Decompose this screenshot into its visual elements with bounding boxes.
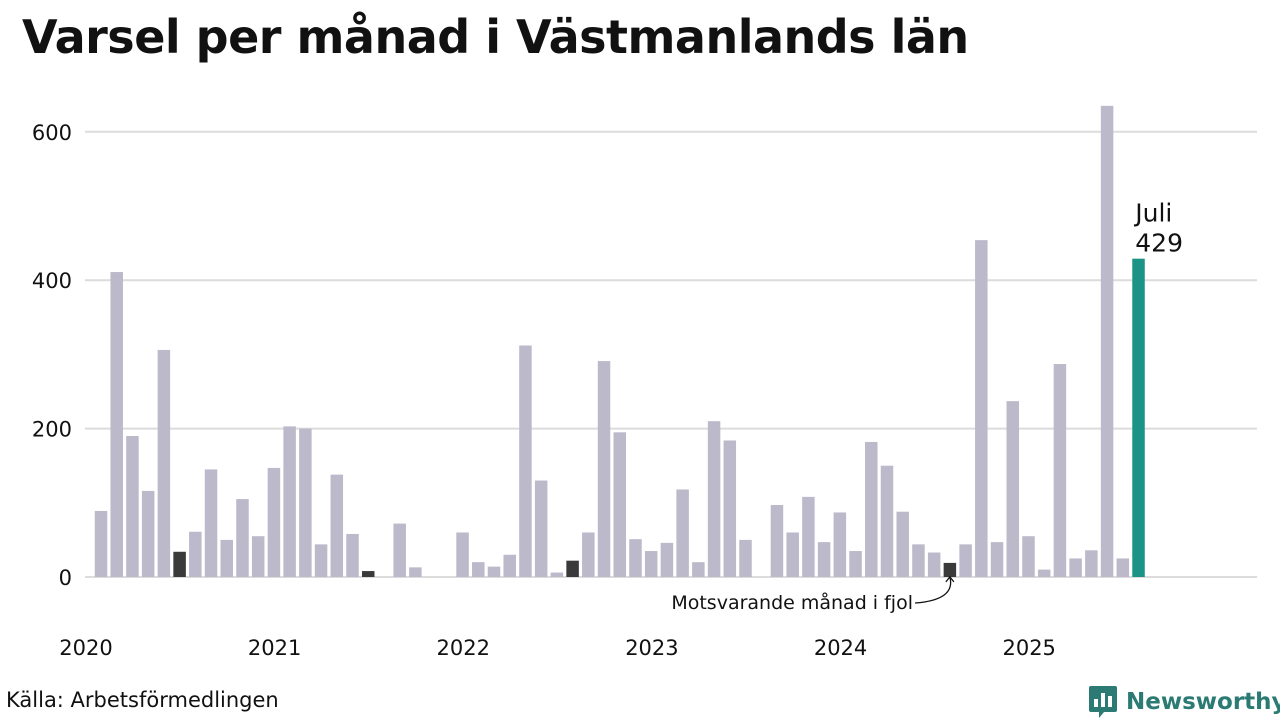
bar <box>1022 536 1035 577</box>
bar <box>692 562 705 577</box>
source-note: Källa: Arbetsförmedlingen <box>6 688 279 712</box>
bar <box>1006 401 1020 577</box>
annotation: Motsvarande månad i fjol <box>671 575 955 614</box>
brand-logo: Newsworthy <box>1088 684 1280 720</box>
bar <box>566 560 579 577</box>
bar <box>1085 550 1098 577</box>
bar <box>943 562 957 577</box>
bar <box>833 512 847 577</box>
value-callout: Juli 429 <box>1133 199 1183 258</box>
bar <box>1053 364 1067 577</box>
chart-title: Varsel per månad i Västmanlands län <box>22 10 969 64</box>
bar <box>975 240 988 577</box>
y-tick-label: 600 <box>32 121 72 145</box>
x-tick-label: 2023 <box>625 636 678 660</box>
bar <box>299 428 312 577</box>
annotation-arrow <box>914 576 952 604</box>
x-tick-label: 2025 <box>1002 636 1055 660</box>
bar <box>770 505 784 577</box>
annotation-arrowhead <box>945 575 955 583</box>
y-tick-label: 0 <box>59 566 72 590</box>
bar <box>189 531 202 577</box>
bar <box>346 533 359 577</box>
bar <box>629 539 642 577</box>
bar <box>204 469 218 577</box>
y-tick-label: 200 <box>32 418 72 442</box>
annotation-text: Motsvarande månad i fjol <box>671 591 913 614</box>
y-axis: 0 200 400 600 <box>32 121 72 590</box>
bar <box>597 361 611 577</box>
bar <box>472 562 485 577</box>
current-month-value: 429 <box>1135 229 1183 258</box>
bar <box>361 571 375 577</box>
bar <box>487 566 501 577</box>
bar <box>849 551 862 577</box>
bar <box>141 490 155 577</box>
bar <box>110 272 123 577</box>
bar <box>251 536 265 577</box>
bar <box>676 489 689 577</box>
bar <box>314 544 328 577</box>
bar <box>739 539 752 577</box>
x-tick-label: 2021 <box>248 636 301 660</box>
brand-name: Newsworthy <box>1126 689 1280 715</box>
bar <box>1116 558 1130 577</box>
bar-chart: 0 200 400 600 2020 2021 2022 2023 2024 2025 Juli… <box>32 105 1257 660</box>
bar <box>990 542 1004 577</box>
grid-lines <box>85 130 1257 578</box>
bar <box>157 349 171 577</box>
bar <box>817 542 831 577</box>
bar <box>220 539 234 577</box>
bar <box>912 544 925 577</box>
x-tick-label: 2024 <box>814 636 867 660</box>
bar <box>582 532 595 577</box>
bar <box>723 440 737 577</box>
bar <box>126 436 139 577</box>
bar <box>550 572 564 577</box>
bar <box>786 532 799 577</box>
y-tick-label: 400 <box>32 269 72 293</box>
bars <box>94 105 1145 577</box>
bar <box>959 544 972 577</box>
bar <box>409 567 422 577</box>
bar <box>283 426 296 577</box>
bar <box>896 511 909 577</box>
bar <box>236 499 249 577</box>
bar <box>534 480 548 577</box>
bar <box>456 532 469 577</box>
bar <box>173 551 186 577</box>
bar <box>613 432 627 577</box>
bar <box>330 474 344 577</box>
bar <box>1069 558 1082 577</box>
bar <box>880 465 894 577</box>
bar <box>1100 105 1114 577</box>
x-tick-label: 2022 <box>437 636 490 660</box>
bar <box>644 551 658 577</box>
current-month-label: Juli <box>1133 199 1172 228</box>
bar <box>503 554 516 577</box>
bar <box>707 421 721 577</box>
newsworthy-logo-icon <box>1089 686 1117 718</box>
bar <box>802 496 815 577</box>
bar <box>94 510 108 577</box>
bar <box>1037 569 1051 577</box>
bar <box>865 441 878 577</box>
bar <box>927 552 941 577</box>
x-tick-label: 2020 <box>59 636 112 660</box>
x-axis: 2020 2021 2022 2023 2024 2025 <box>59 636 1056 660</box>
bar <box>393 523 406 577</box>
bar <box>519 345 532 577</box>
bar <box>660 542 674 577</box>
bar-current-month <box>1132 258 1145 577</box>
bar <box>267 467 281 577</box>
